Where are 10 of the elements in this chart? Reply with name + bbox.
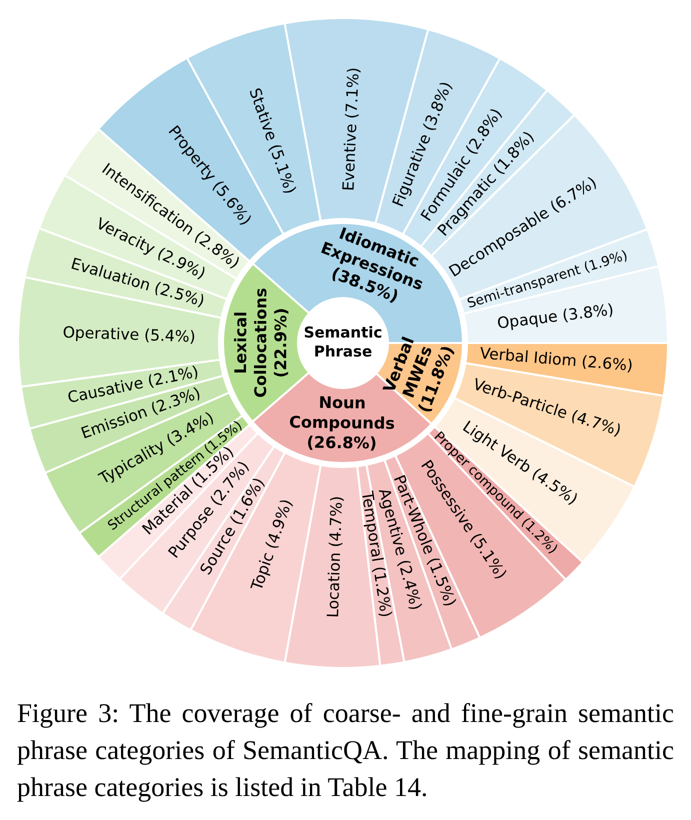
- slice-label: Verbal Idiom (2.6%): [479, 344, 634, 375]
- slice-label: Location (4.7%): [324, 496, 346, 618]
- data-label: (26.8%): [306, 432, 377, 453]
- text: Semantic Phrase: [304, 323, 382, 360]
- slice-label: Lexical Collocations: [231, 288, 270, 398]
- slice-label: Operative (5.4%): [62, 323, 196, 346]
- slice-label: Noun Compounds: [289, 392, 395, 433]
- data-label: (22.9%): [271, 308, 290, 378]
- caption: Figure 3: The coverage of coarse- and fine-grain semantic phrase categories of SemanticQA. The mapping of semantic phrase categories is listed in Table 14.: [17, 697, 674, 804]
- slice-label: Eventive (7.1%): [339, 66, 363, 192]
